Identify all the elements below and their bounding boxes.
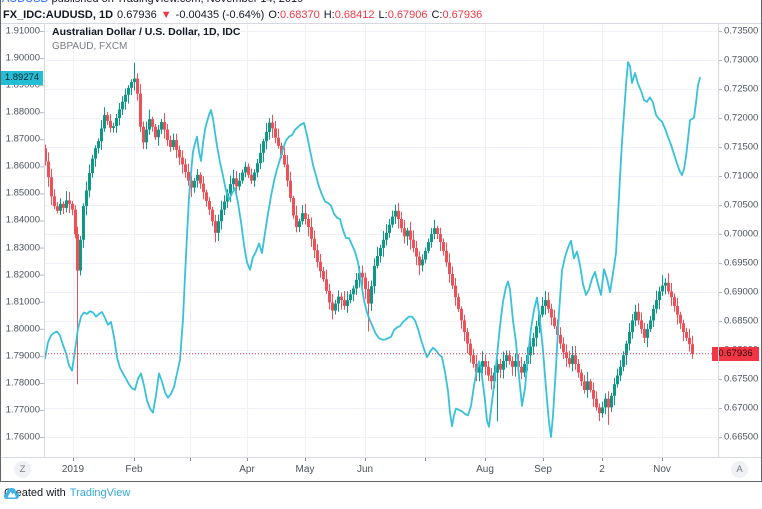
left-axis-label: 1.80000 bbox=[5, 323, 40, 335]
tradingview-logo-icon[interactable] bbox=[4, 487, 19, 500]
right-axis-label: 0.71000 bbox=[724, 170, 759, 182]
time-axis-label: May bbox=[295, 464, 315, 475]
left-axis-label: 1.76000 bbox=[5, 431, 40, 443]
time-axis-label: Jun bbox=[356, 464, 374, 475]
left-axis-label: 1.84000 bbox=[5, 214, 40, 226]
audusd-price-tag: 0.67936 bbox=[712, 346, 759, 361]
close-value: 0.67936 bbox=[442, 9, 483, 21]
chart-legend-title[interactable]: Australian Dollar / U.S. Dollar, 1D, IDC bbox=[52, 26, 241, 38]
right-axis-label: 0.72500 bbox=[724, 83, 759, 95]
right-axis-label: 0.68500 bbox=[724, 315, 759, 327]
high-value: 0.68412 bbox=[334, 9, 375, 21]
time-axis-label: Sep bbox=[534, 464, 552, 475]
left-axis-label: 1.88000 bbox=[5, 106, 40, 118]
time-axis-label: Aug bbox=[476, 464, 494, 475]
right-axis-label: 0.73000 bbox=[724, 54, 759, 66]
symbol-name[interactable]: FX_IDC:AUDUSD, 1D bbox=[3, 9, 114, 21]
created-with-label: Created with bbox=[4, 487, 66, 499]
gbpaud-price-tag: 1.89274 bbox=[1, 70, 43, 85]
clipped-headline: AUDUSD published on TradingView.com, Nov… bbox=[2, 0, 742, 6]
left-axis-label: 1.79000 bbox=[5, 350, 40, 362]
low-label: L: bbox=[378, 9, 388, 21]
time-axis-separator bbox=[0, 457, 762, 458]
open-value: 0.68370 bbox=[279, 9, 320, 21]
widget-left-border bbox=[0, 0, 1, 482]
headline-link[interactable]: AUDUSD bbox=[2, 0, 48, 5]
chart-legend-overlay[interactable]: GBPAUD, FXCM bbox=[52, 41, 128, 52]
auto-scale-button[interactable]: A bbox=[731, 461, 748, 478]
chart-top-border bbox=[0, 23, 762, 24]
open-label: O: bbox=[268, 9, 280, 21]
time-axis-label: 2019 bbox=[61, 464, 85, 475]
price-change: -0.00435 (-0.64%) bbox=[175, 9, 265, 21]
down-arrow-icon: ▼ bbox=[160, 9, 172, 21]
left-axis-label: 1.82000 bbox=[5, 269, 40, 281]
time-axis-label: Feb bbox=[125, 464, 143, 475]
right-axis-label: 0.67500 bbox=[724, 373, 759, 385]
time-axis-label: Apr bbox=[239, 464, 255, 475]
left-axis-separator bbox=[44, 24, 45, 457]
footer-credit: Created with TradingView bbox=[4, 487, 130, 499]
right-axis-label: 0.72000 bbox=[724, 112, 759, 124]
right-axis-label: 0.70000 bbox=[724, 228, 759, 240]
right-axis-label: 0.70500 bbox=[724, 199, 759, 211]
left-axis-label: 1.81000 bbox=[5, 296, 40, 308]
high-label: H: bbox=[323, 9, 335, 21]
left-axis-label: 1.87000 bbox=[5, 133, 40, 145]
right-axis-label: 0.66500 bbox=[724, 431, 759, 443]
low-value: 0.67906 bbox=[387, 9, 428, 21]
left-axis-label: 1.77000 bbox=[5, 404, 40, 416]
right-axis-label: 0.71500 bbox=[724, 141, 759, 153]
right-axis-separator bbox=[718, 24, 719, 457]
left-axis-label: 1.89000 bbox=[5, 79, 40, 91]
right-axis-label: 0.69000 bbox=[724, 286, 759, 298]
timezone-button[interactable]: Z bbox=[14, 461, 31, 478]
left-axis-label: 1.90000 bbox=[5, 52, 40, 64]
symbol-info-bar: FX_IDC:AUDUSD, 1D 0.67936 ▼ -0.00435 (-0.64… bbox=[3, 9, 486, 23]
right-axis-label: 0.69500 bbox=[724, 257, 759, 269]
left-axis-label: 1.86000 bbox=[5, 160, 40, 172]
right-axis-label: 0.73500 bbox=[724, 25, 759, 37]
time-axis-label: 2 bbox=[599, 464, 605, 475]
last-price: 0.67936 bbox=[117, 9, 157, 21]
right-axis-label: 0.67000 bbox=[724, 402, 759, 414]
left-axis-label: 1.83000 bbox=[5, 242, 40, 254]
tradingview-brand-link[interactable]: TradingView bbox=[69, 487, 131, 499]
close-label: C: bbox=[431, 9, 443, 21]
left-axis-label: 1.78000 bbox=[5, 377, 40, 389]
left-axis-label: 1.91000 bbox=[5, 25, 40, 37]
left-axis-label: 1.85000 bbox=[5, 187, 40, 199]
headline-text: published on TradingView.com, November 1… bbox=[48, 0, 304, 5]
widget-bottom-border bbox=[0, 481, 762, 482]
time-axis-label: Nov bbox=[653, 464, 671, 475]
